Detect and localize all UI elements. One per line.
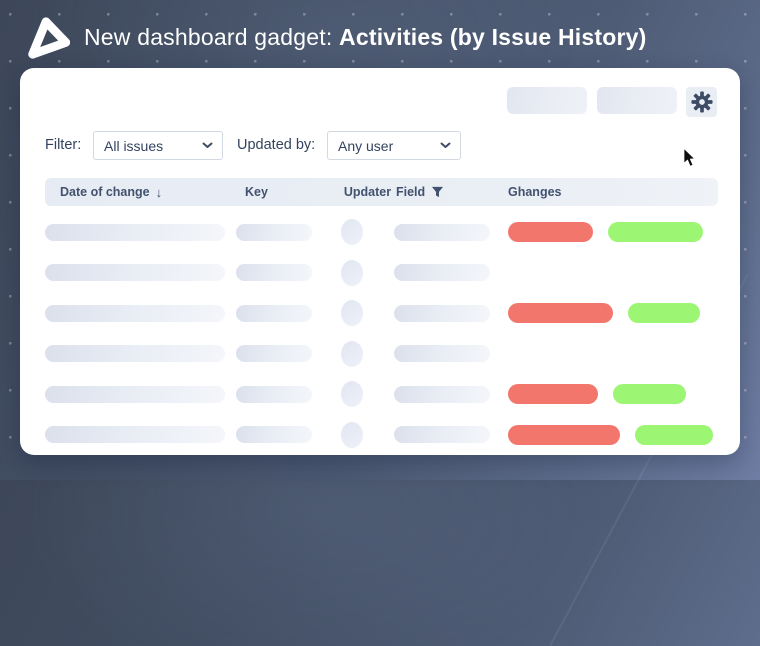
banner-title-regular: New dashboard gadget: <box>84 24 340 50</box>
key-cell <box>236 385 341 403</box>
skeleton-field-pill <box>394 264 490 282</box>
table-row <box>20 334 740 375</box>
skeleton-date-pill <box>45 345 225 363</box>
field-cell <box>394 385 508 403</box>
skeleton-field-pill <box>394 426 490 444</box>
filter-label: Filter: <box>45 137 82 153</box>
skeleton-field-pill <box>394 345 490 363</box>
gear-icon <box>690 91 713 113</box>
skeleton-key-pill <box>236 304 312 322</box>
column-header-updater: Updater <box>343 185 392 199</box>
changes-cell <box>508 303 740 324</box>
field-cell <box>394 345 508 363</box>
added-change-pill <box>628 303 700 324</box>
updater-cell <box>341 421 394 448</box>
banner-title-bold: Activities (by Issue History) <box>339 24 647 50</box>
key-cell <box>236 426 341 444</box>
changes-cell <box>508 222 740 243</box>
skeleton-key-pill <box>236 264 312 282</box>
date-cell <box>45 304 236 322</box>
removed-change-pill <box>508 222 593 243</box>
table-row <box>20 253 740 294</box>
promo-banner: New dashboard gadget: Activities (by Iss… <box>0 0 760 75</box>
updated-by-select-value: Any user <box>338 137 394 154</box>
key-cell <box>236 264 341 282</box>
chevron-down-icon <box>202 142 213 148</box>
updater-cell <box>341 381 394 408</box>
filter-select-value: All issues <box>104 137 164 154</box>
skeleton-date-pill <box>45 304 225 322</box>
table-body <box>20 212 740 455</box>
date-cell <box>45 426 236 444</box>
updater-cell <box>341 259 394 286</box>
changes-cell <box>508 384 740 405</box>
skeleton-date-pill <box>45 385 225 403</box>
skeleton-field-pill <box>394 304 490 322</box>
skeleton-key-pill <box>236 345 312 363</box>
updater-avatar <box>341 421 363 448</box>
removed-change-pill <box>508 384 598 405</box>
updated-by-select[interactable]: Any user <box>327 131 461 160</box>
field-cell <box>394 304 508 322</box>
date-cell <box>45 385 236 403</box>
skeleton-key-pill <box>236 223 312 241</box>
field-cell <box>394 426 508 444</box>
added-change-pill <box>613 384 686 405</box>
updated-by-label: Updated by: <box>237 137 316 153</box>
skeleton-date-pill <box>45 223 225 241</box>
updater-avatar <box>341 340 363 367</box>
updater-avatar <box>341 219 363 246</box>
skeleton-date-pill <box>45 426 225 444</box>
sort-desc-icon: ↓ <box>155 184 163 200</box>
skeleton-date-pill <box>45 264 225 282</box>
key-cell <box>236 345 341 363</box>
field-cell <box>394 264 508 282</box>
skeleton-field-pill <box>394 385 490 403</box>
key-cell <box>236 304 341 322</box>
banner-title: New dashboard gadget: Activities (by Iss… <box>84 24 646 51</box>
updater-cell <box>341 219 394 246</box>
filter-select[interactable]: All issues <box>93 131 223 160</box>
column-header-field[interactable]: Field <box>394 185 508 199</box>
vendor-logo-icon <box>28 16 70 59</box>
column-header-key: Key <box>245 185 268 199</box>
filter-icon <box>432 186 444 198</box>
updater-cell <box>341 300 394 327</box>
removed-change-pill <box>508 303 613 324</box>
chevron-down-icon <box>440 142 451 148</box>
changes-cell <box>508 424 740 445</box>
table-row <box>20 374 740 415</box>
added-change-pill <box>608 222 703 243</box>
column-header-ghanges: Ghanges <box>508 185 562 199</box>
skeleton-key-pill <box>236 426 312 444</box>
column-header-date-of-change[interactable]: Date of change ↓ <box>60 184 163 200</box>
table-row <box>20 293 740 334</box>
skeleton-button-2[interactable] <box>597 87 677 114</box>
key-cell <box>236 223 341 241</box>
updater-avatar <box>341 381 363 408</box>
table-row <box>20 212 740 253</box>
gadget-card: Filter: All issues Updated by: Any user … <box>20 68 740 455</box>
field-cell <box>394 223 508 241</box>
table-row <box>20 415 740 456</box>
filter-bar: Filter: All issues Updated by: Any user <box>20 131 740 160</box>
skeleton-key-pill <box>236 385 312 403</box>
date-cell <box>45 264 236 282</box>
skeleton-button-1[interactable] <box>507 87 587 114</box>
table-header-row: Date of change ↓ Key Updater Field Ghang… <box>45 178 718 206</box>
date-cell <box>45 345 236 363</box>
removed-change-pill <box>508 424 620 445</box>
added-change-pill <box>635 424 713 445</box>
updater-avatar <box>341 300 363 327</box>
settings-button[interactable] <box>686 87 717 117</box>
updater-avatar <box>341 259 363 286</box>
skeleton-field-pill <box>394 223 490 241</box>
updater-cell <box>341 340 394 367</box>
date-cell <box>45 223 236 241</box>
